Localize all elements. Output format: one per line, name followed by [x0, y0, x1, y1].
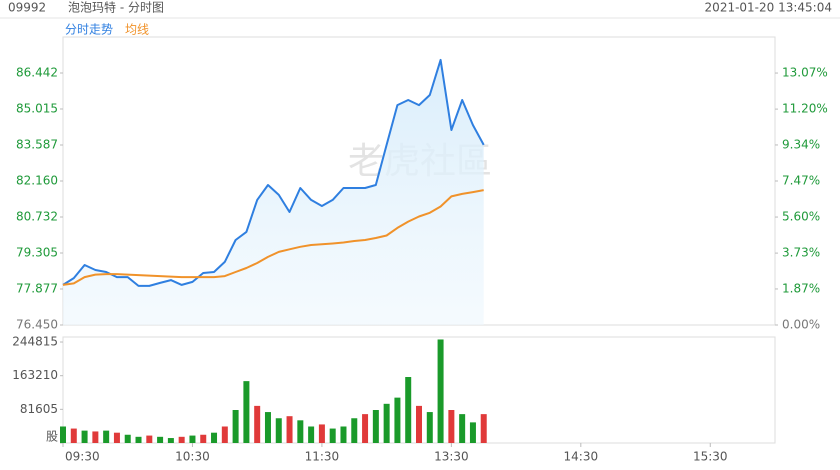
- volume-bar: [200, 434, 207, 443]
- average-line: [62, 189, 484, 286]
- volume-bar: [286, 416, 293, 443]
- volume-bar: [221, 426, 228, 443]
- x-tick-label: 10:30: [175, 450, 210, 464]
- y-tick-label: 77.877: [16, 282, 58, 296]
- legend-entry: 分时走势: [65, 23, 113, 37]
- volume-bar: [362, 414, 369, 443]
- x-tick-label: 13:30: [434, 450, 469, 464]
- volume-bar: [113, 432, 120, 443]
- y-tick-label: 163210: [12, 368, 58, 382]
- volume-bar: [459, 414, 466, 443]
- volume-bar: [70, 428, 77, 443]
- volume-bar: [189, 435, 196, 443]
- y2-tick-label: 9.34%: [782, 137, 820, 151]
- price-line: [62, 58, 485, 287]
- y2-tick-label: 0.00%: [782, 318, 820, 332]
- y-tick-label: 股: [46, 430, 58, 444]
- y-tick-label: 80.732: [16, 210, 58, 224]
- y-tick-label: 82.160: [16, 173, 58, 187]
- x-tick-label: 15:30: [693, 450, 728, 464]
- y-tick-label: 85.015: [16, 101, 58, 115]
- volume-bar: [178, 436, 185, 443]
- volume-bar: [146, 435, 153, 443]
- y-tick-label: 76.450: [16, 318, 58, 332]
- volume-bar: [275, 418, 282, 443]
- legend-entry: 均线: [125, 23, 149, 37]
- volume-bar: [81, 430, 88, 443]
- y2-tick-label: 11.20%: [782, 102, 828, 116]
- volume-bar: [135, 436, 142, 443]
- volume-bar: [264, 412, 271, 443]
- volume-bar: [167, 438, 174, 443]
- y2-tick-label: 3.73%: [782, 246, 820, 260]
- volume-bar: [405, 377, 412, 443]
- volume-bar: [60, 426, 66, 443]
- volume-bar: [211, 432, 218, 443]
- y-tick-label: 86.442: [16, 65, 58, 79]
- volume-bar: [318, 424, 325, 443]
- y2-tick-label: 5.60%: [782, 210, 820, 224]
- volume-bar: [103, 430, 110, 443]
- datetime: 2021-01-20 13:45:04: [705, 1, 832, 15]
- volume-bar: [92, 431, 99, 443]
- volume-bar: [394, 397, 401, 443]
- volume-bar: [124, 434, 131, 443]
- volume-bar: [308, 426, 315, 443]
- y-tick-label: 83.587: [16, 137, 58, 151]
- x-tick-label: 11:30: [305, 450, 340, 464]
- stock-code: 09992: [8, 1, 46, 15]
- price-area: [63, 59, 484, 326]
- volume-bar: [297, 420, 304, 443]
- volume-bar: [232, 410, 239, 443]
- y2-tick-label: 1.87%: [782, 281, 820, 295]
- volume-bar: [437, 339, 444, 443]
- x-tick-label: 14:30: [564, 450, 599, 464]
- chart-title: 泡泡玛特 - 分时图: [68, 0, 164, 15]
- volume-bar: [254, 405, 261, 443]
- y-tick-label: 79.305: [16, 245, 58, 259]
- volume-bar: [372, 410, 379, 443]
- volume-bar: [416, 405, 422, 443]
- volume-bar: [383, 403, 390, 443]
- x-tick-label: 09:30: [65, 450, 100, 464]
- y2-tick-label: 13.07%: [782, 66, 828, 80]
- volume-bar: [448, 410, 455, 443]
- volume-bar: [351, 418, 358, 443]
- volume-bar: [243, 381, 250, 443]
- volume-bar: [329, 428, 336, 443]
- volume-bar: [426, 412, 433, 443]
- y-tick-label: 244815: [12, 335, 58, 349]
- volume-bar: [469, 422, 476, 443]
- volume-bar: [480, 414, 487, 443]
- y2-tick-label: 7.47%: [782, 174, 820, 188]
- volume-bar: [340, 426, 347, 443]
- y-tick-label: 81605: [20, 402, 58, 416]
- volume-bar: [157, 436, 164, 443]
